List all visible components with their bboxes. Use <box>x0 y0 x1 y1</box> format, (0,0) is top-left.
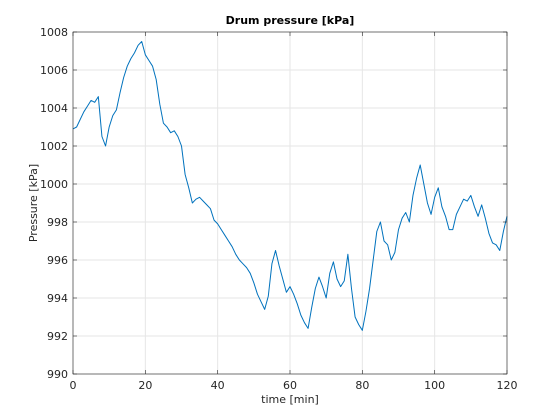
x-tick-label: 100 <box>424 379 445 392</box>
y-tick-label: 1000 <box>40 178 68 191</box>
chart-title: Drum pressure [kPa] <box>226 14 355 27</box>
y-tick-label: 1006 <box>40 64 68 77</box>
x-axis-label: time [min] <box>261 393 319 406</box>
y-tick-label: 994 <box>47 292 68 305</box>
x-tick-label: 40 <box>211 379 225 392</box>
y-tick-label: 1002 <box>40 140 68 153</box>
y-tick-label: 1008 <box>40 26 68 39</box>
y-tick-label: 1004 <box>40 102 68 115</box>
y-axis-label: Pressure [kPa] <box>27 164 40 242</box>
series-layer <box>72 41 508 331</box>
y-tick-label: 992 <box>47 330 68 343</box>
x-tick-label: 120 <box>497 379 518 392</box>
x-tick-label: 20 <box>138 379 152 392</box>
y-tick-label: 990 <box>47 368 68 381</box>
x-tick-label: 0 <box>70 379 77 392</box>
y-tick-label: 998 <box>47 216 68 229</box>
x-tick-label: 80 <box>355 379 369 392</box>
ticks: 0 20 40 60 80 100 120 990 992 994 996 998 1000 1002 10… <box>40 26 518 392</box>
y-tick-label: 996 <box>47 254 68 267</box>
pressure-series-line <box>72 41 508 331</box>
x-tick-label: 60 <box>283 379 297 392</box>
